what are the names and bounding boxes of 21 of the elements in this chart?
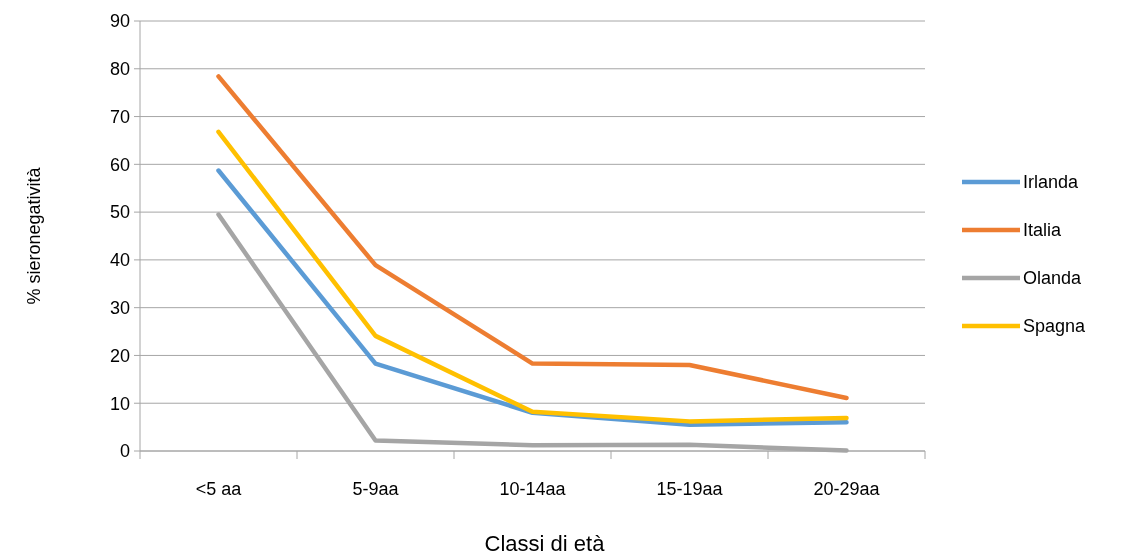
y-tick-label: 40 [109, 250, 130, 271]
y-tick-label: 20 [109, 345, 130, 366]
legend-label: Italia [1023, 220, 1063, 241]
y-tick-label: 30 [109, 297, 130, 318]
y-tick-label: 70 [109, 106, 130, 127]
x-tick-label: 15-19aa [656, 479, 724, 499]
legend-label: Irlanda [1023, 172, 1080, 193]
y-axis-title: % sieronegatività [24, 166, 44, 305]
x-tick-label: 10-14aa [499, 479, 567, 499]
y-tick-label: 80 [109, 59, 130, 80]
y-tick-label: 60 [109, 154, 130, 175]
legend-label: Olanda [1023, 268, 1083, 289]
x-tick-label: 20-29aa [813, 479, 881, 499]
x-tick-label: <5 aa [195, 479, 243, 499]
x-tick-label: 5-9aa [352, 479, 400, 499]
y-tick-label: 50 [109, 202, 130, 223]
y-tick-label: 0 [119, 441, 130, 462]
legend-label: Spagna [1023, 316, 1087, 337]
y-tick-label: 10 [109, 393, 130, 414]
x-axis-title: Classi di età [484, 531, 606, 556]
y-tick-label: 90 [109, 11, 130, 32]
